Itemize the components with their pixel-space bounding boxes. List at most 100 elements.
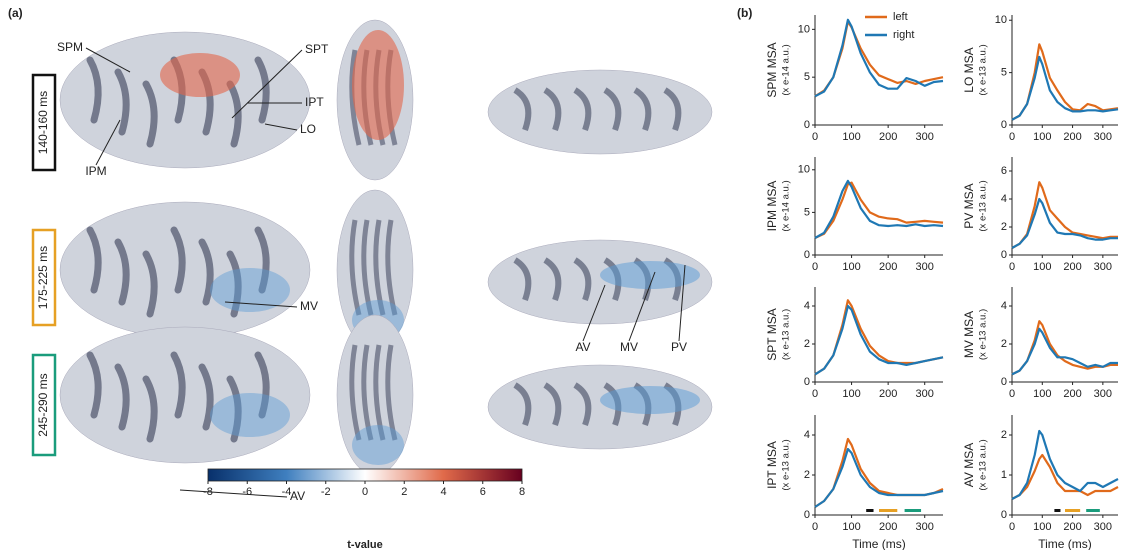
series-line bbox=[815, 181, 943, 238]
axes bbox=[815, 287, 943, 382]
leader-line bbox=[180, 490, 287, 497]
y-tick-label: 2 bbox=[804, 469, 810, 481]
y-tick-label: 4 bbox=[1001, 300, 1007, 312]
y-tick-label: 2 bbox=[804, 338, 810, 350]
y-tick-label: 4 bbox=[804, 300, 810, 312]
x-tick-label: 100 bbox=[1033, 388, 1051, 400]
y-axis-unit: (x e-13 a.u.) bbox=[781, 439, 792, 490]
x-tick-label: 0 bbox=[812, 131, 818, 143]
y-tick-label: 2 bbox=[1001, 429, 1007, 441]
x-axis-label: Time (ms) bbox=[1038, 537, 1092, 550]
activation bbox=[600, 386, 700, 414]
x-tick-label: 300 bbox=[916, 131, 934, 143]
time-window-label: 175-225 ms bbox=[36, 246, 50, 309]
legend-label: left bbox=[893, 11, 908, 23]
y-axis-label: PV MSA bbox=[962, 183, 976, 228]
x-tick-label: 300 bbox=[916, 521, 934, 533]
y-tick-label: 10 bbox=[995, 14, 1007, 26]
x-tick-label: 200 bbox=[879, 521, 897, 533]
x-tick-label: 300 bbox=[916, 261, 934, 273]
x-tick-label: 100 bbox=[1033, 521, 1051, 533]
colorbar-tick-label: -2 bbox=[321, 486, 331, 498]
series-line bbox=[815, 20, 943, 97]
region-label: IPT bbox=[305, 95, 324, 109]
time-window-bar bbox=[1086, 509, 1100, 512]
y-tick-label: 5 bbox=[804, 206, 810, 218]
colorbar-tick-label: 4 bbox=[440, 486, 446, 498]
x-tick-label: 0 bbox=[812, 261, 818, 273]
x-tick-label: 300 bbox=[1094, 521, 1112, 533]
x-tick-label: 0 bbox=[812, 388, 818, 400]
region-label: SPT bbox=[305, 42, 329, 56]
colorbar-tick-label: 2 bbox=[401, 486, 407, 498]
region-label: MV bbox=[300, 299, 318, 313]
figure: (a) (b) 140-160 ms175-225 ms245-290 msSP… bbox=[0, 0, 1126, 550]
x-tick-label: 200 bbox=[879, 388, 897, 400]
activation bbox=[210, 393, 290, 437]
series-line bbox=[815, 183, 943, 238]
y-tick-label: 0 bbox=[1001, 509, 1007, 521]
axes bbox=[815, 415, 943, 515]
region-label: PV bbox=[671, 340, 687, 354]
x-tick-label: 0 bbox=[1009, 388, 1015, 400]
colorbar-label: t-value bbox=[347, 539, 382, 550]
x-tick-label: 200 bbox=[1063, 261, 1081, 273]
y-axis-unit: (x e-13 a.u.) bbox=[978, 309, 989, 360]
activation bbox=[352, 30, 404, 140]
series-line bbox=[1012, 329, 1118, 375]
y-tick-label: 2 bbox=[1001, 338, 1007, 350]
x-tick-label: 200 bbox=[879, 131, 897, 143]
time-window-label: 140-160 ms bbox=[36, 91, 50, 154]
y-axis-unit: (x e-13 a.u.) bbox=[978, 439, 989, 490]
x-tick-label: 0 bbox=[1009, 261, 1015, 273]
series-line bbox=[815, 449, 943, 507]
colorbar-tick-label: 8 bbox=[519, 486, 525, 498]
x-tick-label: 200 bbox=[1063, 388, 1081, 400]
y-tick-label: 10 bbox=[798, 23, 810, 35]
y-axis-unit: (x e-13 a.u.) bbox=[978, 44, 989, 95]
x-axis-label: Time (ms) bbox=[852, 537, 906, 550]
y-axis-label: LO MSA bbox=[962, 47, 976, 92]
y-axis-label: SPM MSA bbox=[765, 42, 779, 97]
x-tick-label: 300 bbox=[916, 388, 934, 400]
y-tick-label: 5 bbox=[804, 71, 810, 83]
activation bbox=[160, 53, 240, 97]
y-axis-label: IPT MSA bbox=[765, 441, 779, 489]
y-tick-label: 10 bbox=[798, 164, 810, 176]
colorbar bbox=[208, 469, 522, 481]
y-tick-label: 4 bbox=[1001, 193, 1007, 205]
region-label: IPM bbox=[85, 164, 106, 178]
region-label: MV bbox=[620, 340, 638, 354]
y-axis-unit: (x e-14 a.u.) bbox=[781, 44, 792, 95]
time-window-bar bbox=[1054, 509, 1060, 512]
x-tick-label: 100 bbox=[842, 261, 860, 273]
series-line bbox=[1012, 57, 1118, 120]
axes bbox=[815, 15, 943, 125]
time-window-bar bbox=[1065, 509, 1080, 512]
y-axis-unit: (x e-13 a.u.) bbox=[781, 309, 792, 360]
colorbar-tick-label: -6 bbox=[242, 486, 252, 498]
y-tick-label: 5 bbox=[1001, 67, 1007, 79]
region-label: AV bbox=[575, 340, 590, 354]
y-tick-label: 1 bbox=[1001, 469, 1007, 481]
x-tick-label: 200 bbox=[1063, 521, 1081, 533]
series-line bbox=[815, 300, 943, 374]
series-line bbox=[815, 306, 943, 374]
y-tick-label: 0 bbox=[1001, 119, 1007, 131]
axes bbox=[815, 157, 943, 255]
x-tick-label: 200 bbox=[1063, 131, 1081, 143]
region-label: AV bbox=[290, 489, 305, 503]
y-tick-label: 4 bbox=[804, 429, 810, 441]
x-tick-label: 200 bbox=[879, 261, 897, 273]
x-tick-label: 300 bbox=[1094, 261, 1112, 273]
panel-b-tag: (b) bbox=[737, 6, 752, 20]
panel-a-tag: (a) bbox=[8, 6, 23, 20]
colorbar-tick-label: -4 bbox=[282, 486, 292, 498]
x-tick-label: 100 bbox=[842, 521, 860, 533]
y-tick-label: 0 bbox=[804, 119, 810, 131]
x-tick-label: 0 bbox=[1009, 521, 1015, 533]
y-tick-label: 0 bbox=[804, 249, 810, 261]
colorbar-tick-label: -8 bbox=[203, 486, 213, 498]
x-tick-label: 300 bbox=[1094, 131, 1112, 143]
series-line bbox=[1012, 182, 1118, 248]
